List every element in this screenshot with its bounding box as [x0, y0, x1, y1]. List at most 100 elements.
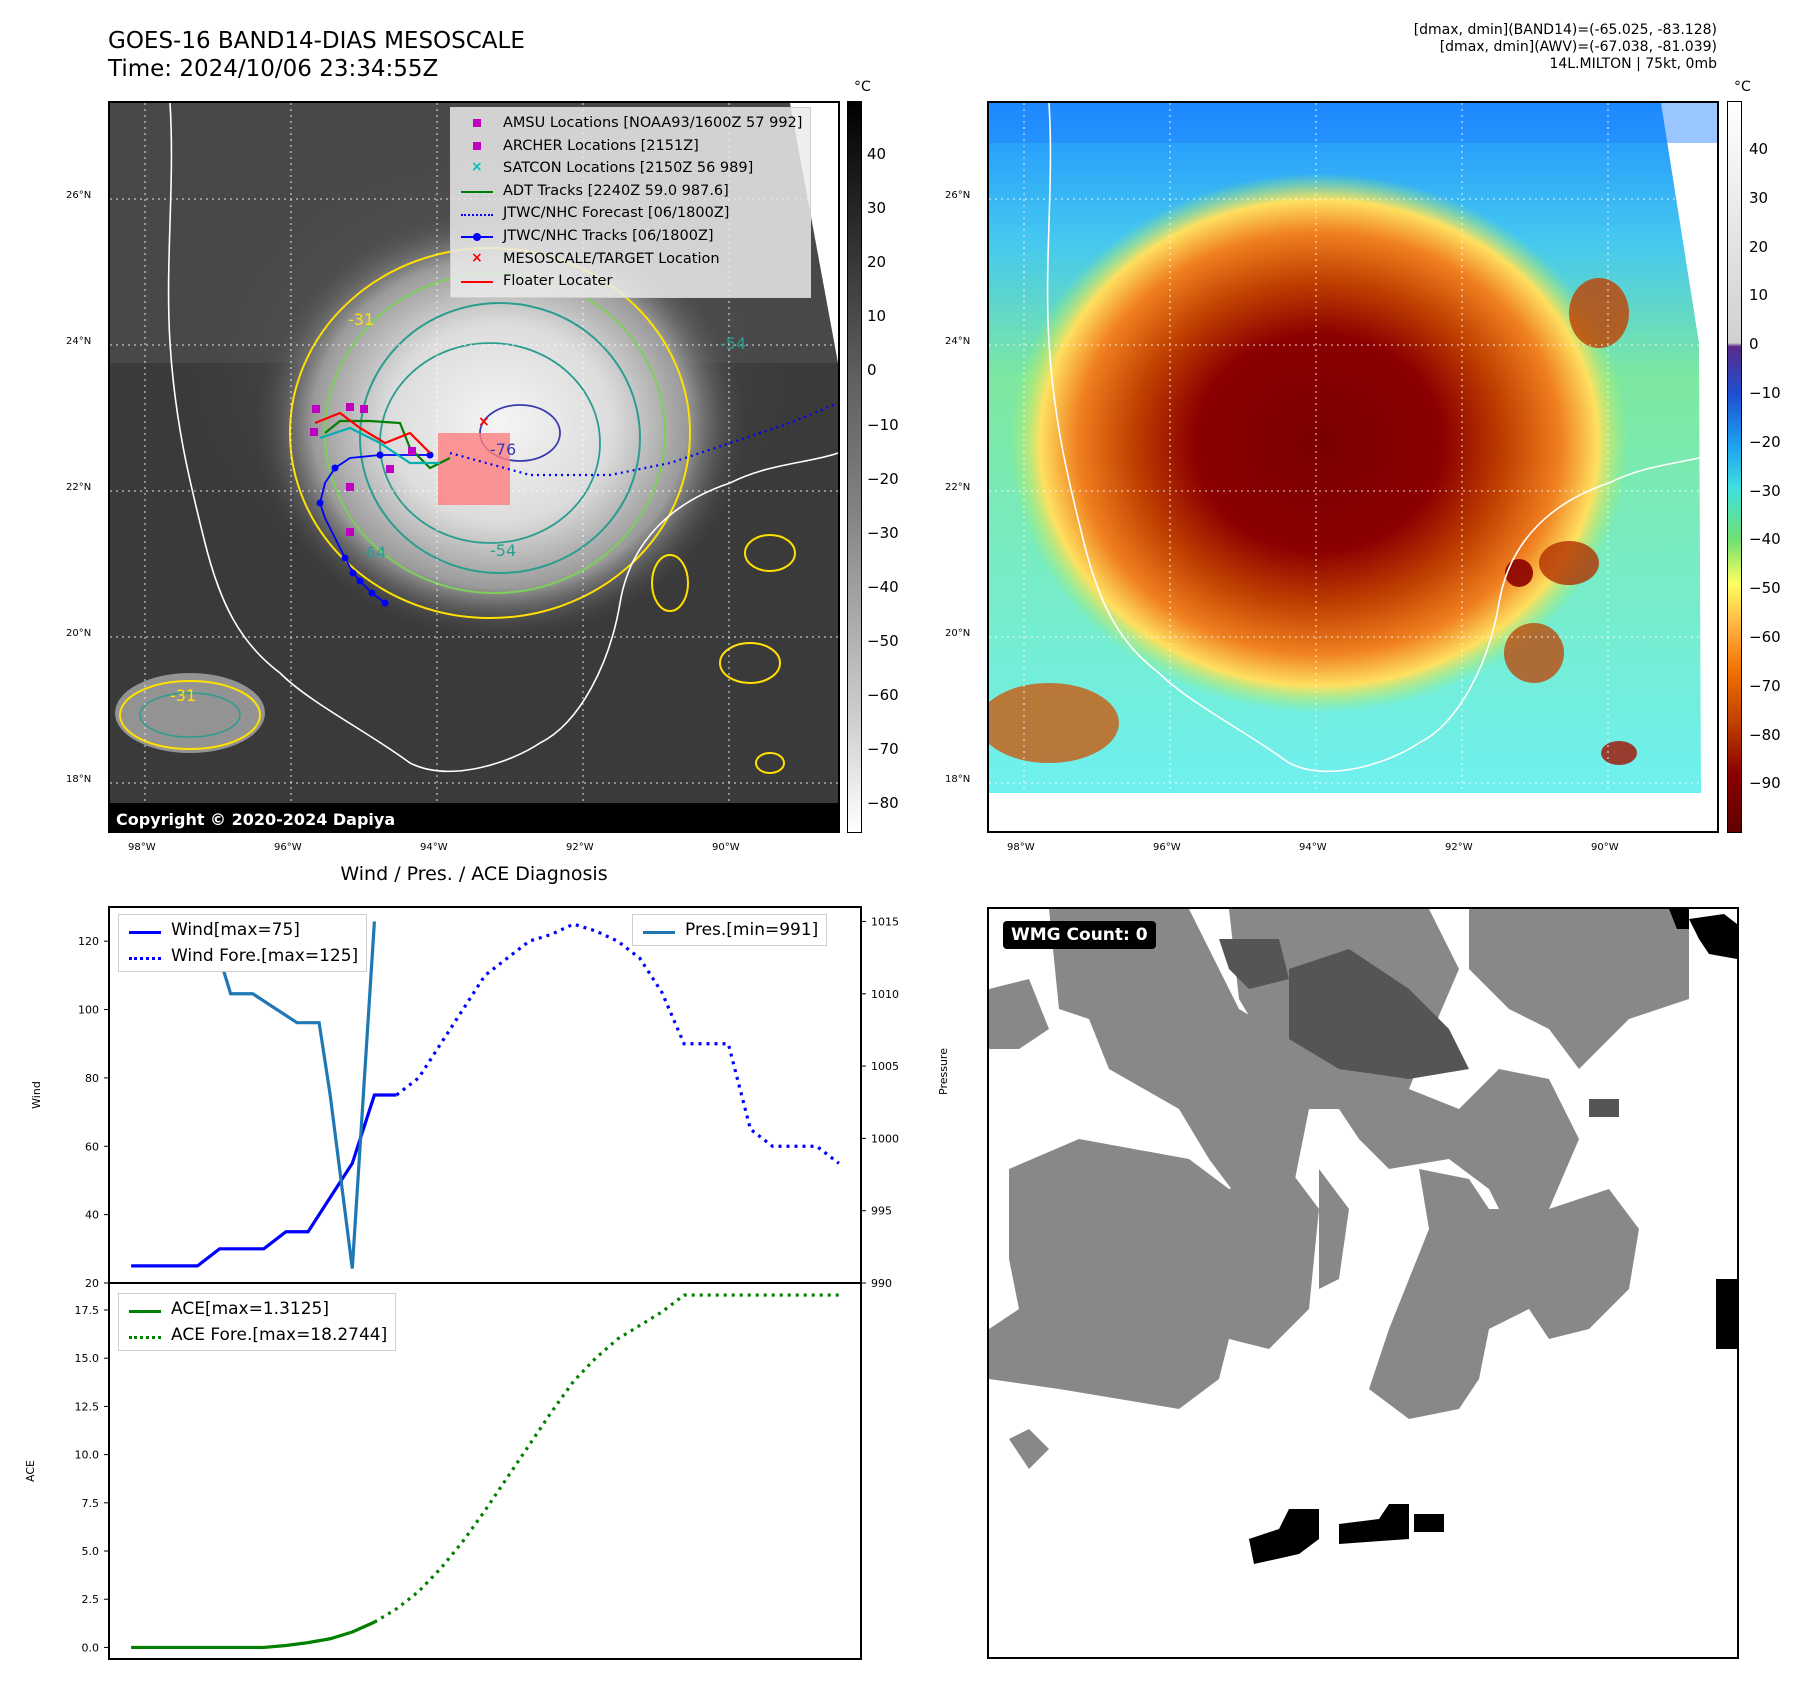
ace-legend: ACE[max=1.3125] ACE Fore.[max=18.2744]: [118, 1293, 397, 1351]
storm-cloud-shield: [250, 203, 750, 643]
legend-item: AMSU Locations [NOAA93/1600Z 57 992]: [459, 112, 802, 135]
legend-label: Wind[max=75]: [171, 920, 300, 940]
wmg-black-region: [1249, 909, 1737, 1564]
archer-points: [310, 403, 416, 536]
legend-label: JTWC/NHC Tracks [06/1800Z]: [503, 227, 714, 244]
storm-core: [1009, 173, 1629, 713]
dotted-line-icon: [127, 1325, 163, 1345]
colorbar-tick-label: 40: [867, 145, 887, 163]
wmg-image: [989, 909, 1737, 1564]
contour-label-2: -54: [720, 334, 746, 353]
gridlines: [989, 103, 1717, 793]
copyright-label: Copyright © 2020-2024 Dapiya: [110, 808, 402, 831]
figure-title: GOES-16 BAND14-DIAS MESOSCALE Time: 2024…: [108, 27, 525, 83]
colorbar-tick-label: 10: [867, 307, 887, 326]
pressure-series-group: [164, 919, 377, 1269]
color-colorbar: [1727, 101, 1742, 833]
contour-label-3: -64: [360, 543, 386, 562]
line-icon: [127, 1299, 163, 1319]
colorbar-tick-label: 30: [1749, 188, 1769, 207]
colorbar-tick-label: −60: [1749, 628, 1781, 646]
colorbar-tick-label: −10: [867, 415, 899, 434]
colorbar-tick-label: 0: [867, 361, 877, 380]
contour-label-4: -76: [490, 440, 516, 459]
wind-axis-ticks: 20 40 60 80 100 120: [78, 935, 109, 1290]
colorbar-tick-label: 20: [867, 253, 887, 272]
colorbar-tick-label: 40: [1749, 140, 1769, 158]
colorbar-tick-label: −70: [1749, 676, 1781, 695]
legend-item: Pres.[min=991]: [641, 917, 818, 943]
lon-tick-label: 94°W: [420, 842, 448, 853]
pressure-axis-tick-label: 990: [871, 1277, 892, 1290]
ace-axis-tick-label: 2.5: [82, 1593, 100, 1606]
colorbar-tick-label: −30: [1749, 481, 1781, 500]
series-line: [131, 1620, 376, 1650]
colorbar-tick-label: −80: [1749, 725, 1781, 744]
contour-label-6: -54: [490, 541, 516, 560]
ir-colorbar-unit: °C: [854, 79, 871, 95]
pressure-legend: Pres.[min=991]: [632, 914, 828, 946]
wmg-dark-region: [1219, 939, 1619, 1117]
lat-tick-label: 18°N: [66, 774, 92, 785]
legend-item: Wind[max=75]: [127, 917, 358, 943]
ace-axis-tick-label: 15.0: [75, 1352, 100, 1365]
legend-label: MESOSCALE/TARGET Location: [503, 250, 720, 267]
wmg-panel: WMG Count: 0: [987, 907, 1739, 1659]
legend-label: ACE[max=1.3125]: [171, 1299, 329, 1319]
colorbar-tick-label: −40: [1749, 530, 1781, 549]
contour-54: [359, 302, 641, 574]
info-line-3: 14L.MILTON | 75kt, 0mb: [1549, 56, 1717, 72]
series-line: [164, 919, 377, 1269]
colorbar-tick-label: 20: [1749, 237, 1769, 256]
legend-item: Floater Locater: [459, 270, 802, 293]
lon-tick-label: 94°W: [1299, 842, 1327, 853]
coastline: [167, 103, 838, 773]
observed-track-points: [316, 451, 434, 607]
pressure-axis-tick-label: 1010: [871, 988, 899, 1001]
pressure-axis-tick-label: 995: [871, 1205, 892, 1218]
title-line-1: GOES-16 BAND14-DIAS MESOSCALE: [108, 28, 525, 54]
diagnosis-chart: 20 40 60 80 100 120 990 995 1000 1005 1010 1015 0.…: [24, 906, 899, 1660]
colorbar-tick-label: 0: [1749, 335, 1759, 354]
info-line-2: [dmax, dmin](AWV)=(-67.038, -81.039): [1439, 39, 1717, 55]
square-icon: [459, 113, 495, 133]
ace-axis-label: ACE: [24, 1460, 37, 1482]
diagnosis-chart-title: Wind / Pres. / ACE Diagnosis: [340, 863, 608, 885]
wind-axis-tick-label: 120: [78, 935, 99, 948]
colorbar-tick-label: −20: [867, 469, 899, 488]
wind-axis-label: Wind: [30, 1081, 43, 1109]
legend-label: AMSU Locations [NOAA93/1600Z 57 992]: [503, 115, 803, 131]
colorbar-tick-label: −30: [867, 523, 899, 542]
legend-label: ARCHER Locations [2151Z]: [503, 137, 699, 154]
legend-item: × MESOSCALE/TARGET Location: [459, 248, 802, 271]
line-dot-icon: [459, 226, 495, 246]
lon-tick-label: 90°W: [712, 842, 740, 853]
colorbar-tick-label: −70: [867, 740, 899, 759]
lon-tick-label: 98°W: [128, 842, 156, 853]
colorbar-tick-label: 30: [867, 199, 887, 218]
floater-track: [314, 411, 431, 454]
line-icon: [127, 920, 163, 940]
diagnostics-info: [dmax, dmin](BAND14)=(-65.025, -83.128) …: [1414, 22, 1717, 73]
wind-axis-tick-label: 20: [85, 1277, 99, 1290]
lon-tick-label: 98°W: [1007, 842, 1035, 853]
wind-legend: Wind[max=75] Wind Fore.[max=125]: [118, 914, 368, 972]
ace-axis-tick-label: 12.5: [75, 1400, 100, 1413]
legend-label: Pres.[min=991]: [685, 920, 819, 940]
legend-item: JTWC/NHC Tracks [06/1800Z]: [459, 225, 802, 248]
lon-tick-label: 92°W: [566, 842, 594, 853]
ace-axis-ticks: 0.0 2.5 5.0 7.5 10.0 12.5 15.0 17.5: [75, 1304, 109, 1654]
info-line-1: [dmax, dmin](BAND14)=(-65.025, -83.128): [1413, 22, 1717, 38]
mesoscale-target-marker: ×: [478, 414, 490, 430]
lat-tick-label: 26°N: [66, 190, 92, 201]
pressure-axis-tick-label: 1015: [871, 915, 899, 928]
x-marker-icon: ×: [471, 159, 483, 176]
lon-tick-label: 92°W: [1445, 842, 1473, 853]
lat-tick-label: 18°N: [945, 774, 971, 785]
ace-axis-tick-label: 7.5: [82, 1497, 100, 1510]
wind-axis-tick-label: 60: [85, 1140, 99, 1153]
lon-tick-label: 96°W: [274, 842, 302, 853]
colorbar-tick-label: −90: [1749, 774, 1781, 793]
lat-tick-label: 24°N: [66, 336, 92, 347]
legend-item: ARCHER Locations [2151Z]: [459, 135, 802, 158]
